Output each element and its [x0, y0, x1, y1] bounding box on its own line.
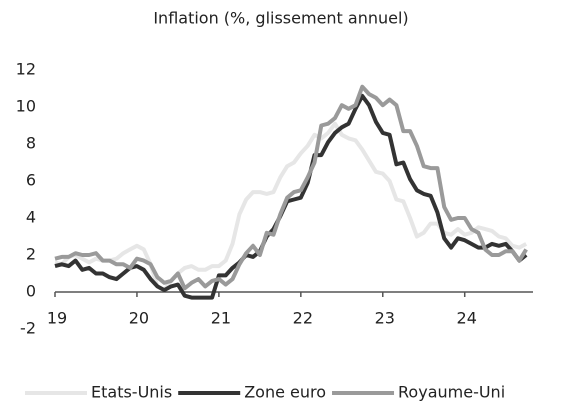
x-tick-label: 21 — [211, 309, 231, 328]
legend-label: Royaume-Uni — [398, 383, 505, 402]
y-tick-label: 4 — [26, 208, 36, 227]
x-tick-label: 23 — [375, 309, 395, 328]
y-tick-label: 0 — [26, 282, 36, 301]
y-tick-label: 8 — [26, 134, 36, 153]
y-tick-label: -2 — [20, 319, 36, 338]
legend-label: Etats-Unis — [91, 383, 172, 402]
series-line — [54, 84, 528, 291]
y-tick-label: 12 — [16, 60, 36, 79]
series-line — [54, 121, 528, 293]
y-tick-label: 10 — [16, 97, 36, 116]
x-tick-label: 19 — [47, 309, 67, 328]
series-line — [54, 93, 528, 300]
x-tick-label: 22 — [293, 309, 313, 328]
chart-title: Inflation (%, glissement annuel) — [153, 9, 408, 28]
y-tick-label: 2 — [26, 245, 36, 264]
legend-label: Zone euro — [244, 383, 326, 402]
x-tick-label: 24 — [457, 309, 477, 328]
x-tick-label: 20 — [129, 309, 149, 328]
y-tick-label: 6 — [26, 171, 36, 190]
